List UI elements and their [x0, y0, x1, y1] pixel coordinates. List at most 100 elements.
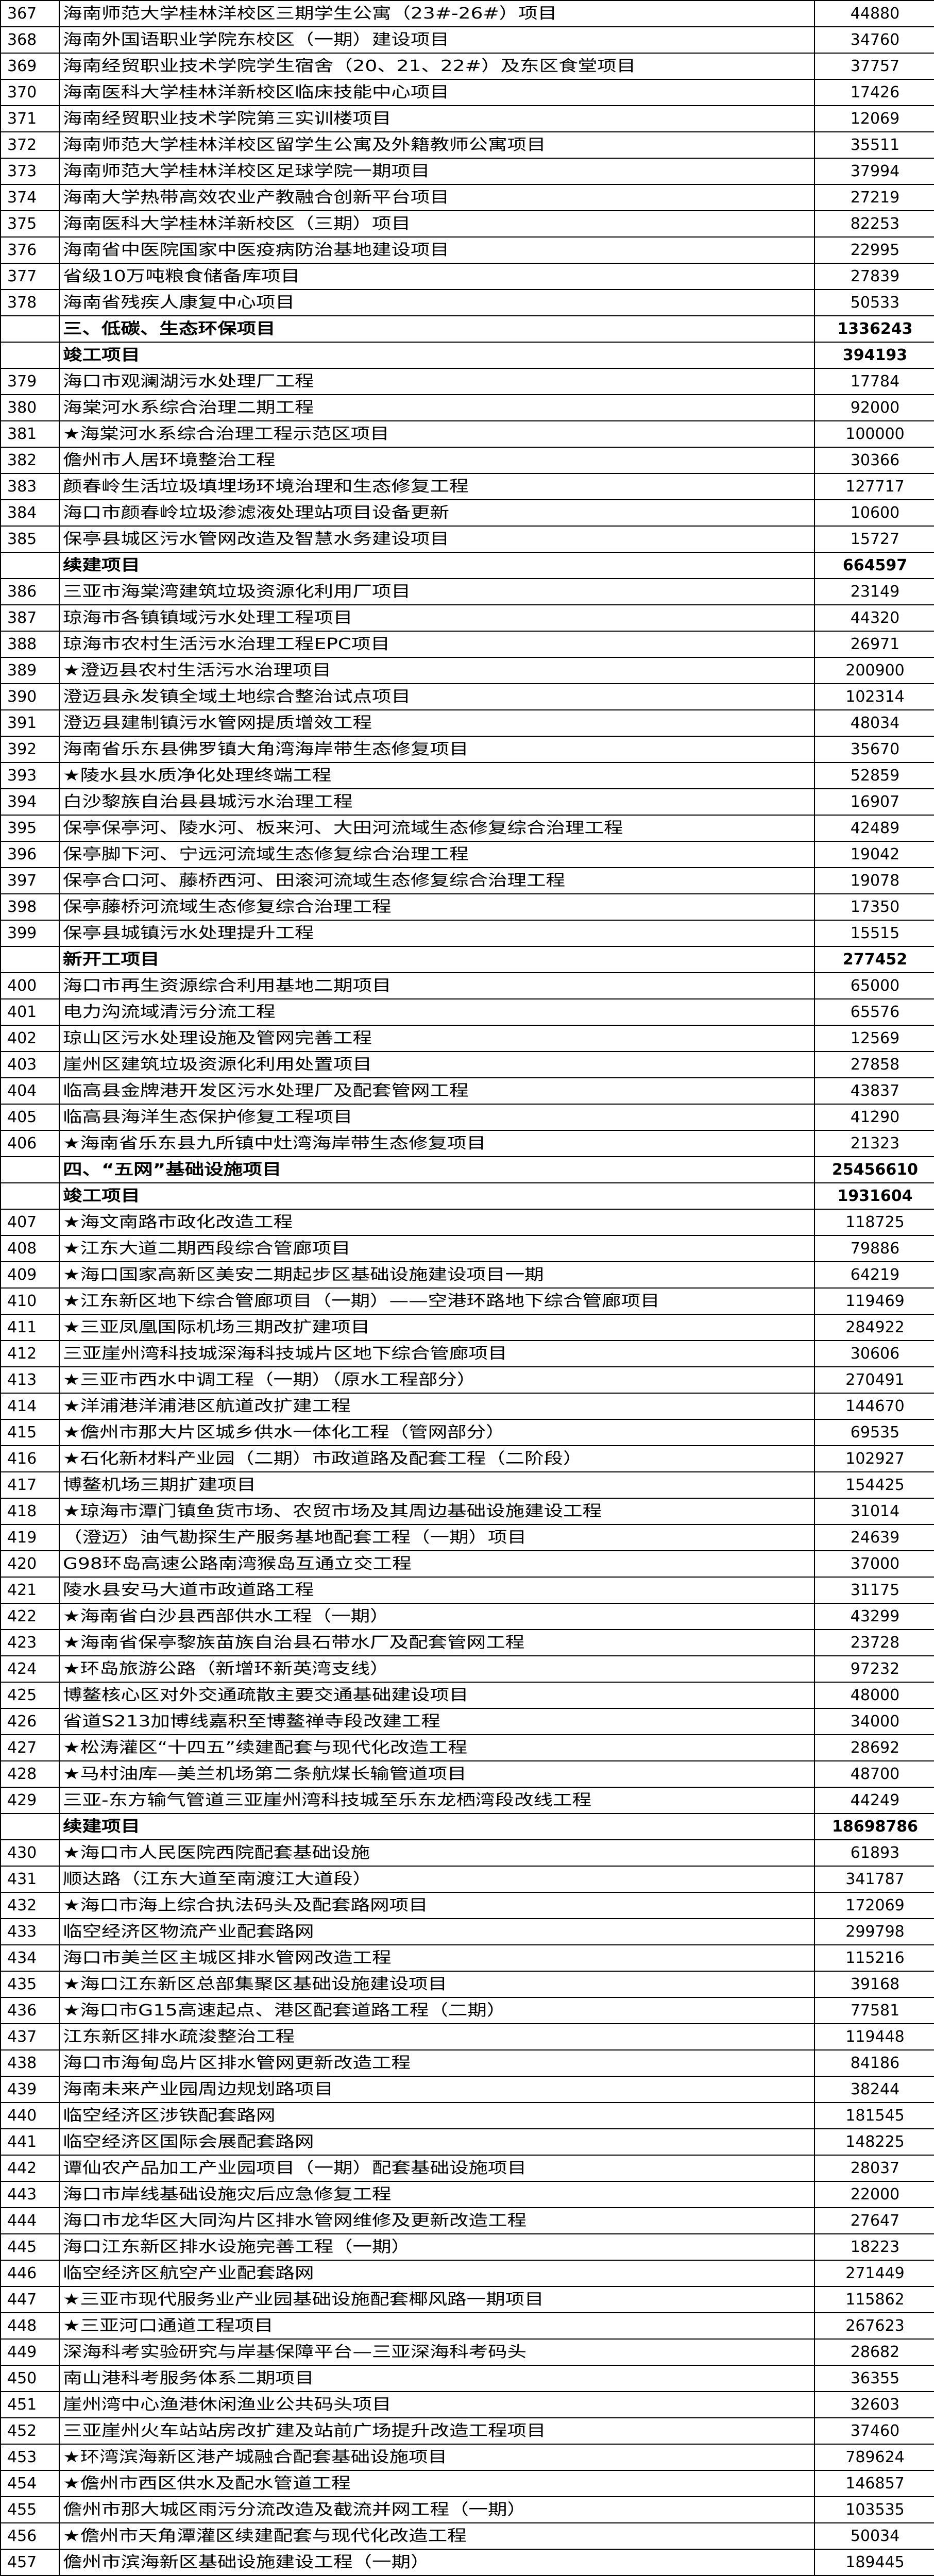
- row-number-cell: 442: [0, 2155, 60, 2182]
- row-number: 378: [7, 294, 37, 312]
- row-number: 423: [7, 1634, 37, 1652]
- project-name: 博鳌核心区对外交通疏散主要交通基础建设项目: [63, 1686, 469, 1704]
- row-number: 434: [7, 1949, 37, 1967]
- investment-value-cell: 48000: [814, 1682, 934, 1709]
- row-number: 448: [7, 2317, 37, 2335]
- project-name-cell: G98环岛高速公路南湾猴岛互通立交工程: [59, 1550, 815, 1578]
- row-number-cell: 421: [0, 1577, 60, 1604]
- project-name-cell: 保亭藤桥河流域生态修复综合治理工程: [59, 893, 815, 921]
- investment-value-cell: 102314: [814, 683, 934, 710]
- project-name: 竣工项目: [63, 346, 140, 364]
- table-row: 453 ★环湾滨海新区港产城融合配套基础设施项目 789624: [0, 2444, 934, 2471]
- table-row: 377 省级10万吨粮食储备库项目 27839: [0, 263, 934, 290]
- investment-value-cell: 21323: [814, 1130, 934, 1157]
- project-name: ★洋浦港洋浦港区航道改扩建工程: [63, 1397, 351, 1415]
- row-number-cell: 378: [0, 289, 60, 316]
- investment-value: 28692: [850, 1739, 900, 1757]
- investment-value-cell: 394193: [814, 342, 934, 369]
- row-number: 430: [7, 1844, 37, 1862]
- table-row: 387 琼海市各镇镇域污水处理工程项目 44320: [0, 604, 934, 632]
- project-name: ★海口市海上综合执法码头及配套路网项目: [63, 1896, 428, 1914]
- investment-value-cell: 115862: [814, 2286, 934, 2313]
- row-number: 392: [7, 740, 37, 758]
- project-name-cell: 海南经贸职业技术学院学生宿舍（20、21、22#）及东区食堂项目: [59, 53, 815, 80]
- investment-value: 394193: [842, 346, 908, 364]
- row-number: 368: [7, 31, 37, 49]
- row-number: 413: [7, 1371, 37, 1389]
- project-name-cell: ★儋州市西区供水及配水管道工程: [59, 2470, 815, 2497]
- table-row: 372 海南师范大学桂林洋校区留学生公寓及外籍教师公寓项目 35511: [0, 131, 934, 159]
- row-number: 428: [7, 1765, 37, 1783]
- project-name-cell: 三亚崖州湾科技城深海科技城片区地下综合管廊项目: [59, 1340, 815, 1367]
- project-name-cell: 谭仙农产品加工产业园项目（一期）配套基础设施项目: [59, 2155, 815, 2182]
- investment-value: 48000: [850, 1686, 900, 1704]
- project-name-cell: 白沙黎族自治县县城污水治理工程: [59, 788, 815, 816]
- row-number: 398: [7, 898, 37, 916]
- row-number: 397: [7, 872, 37, 890]
- row-number-cell: 393: [0, 762, 60, 789]
- investment-value: 69535: [850, 1423, 900, 1442]
- table-row: 447 ★三亚市现代服务业产业园基础设施配套椰风路一期项目 115862: [0, 2286, 934, 2313]
- investment-value-cell: 48034: [814, 709, 934, 737]
- row-number: 388: [7, 635, 37, 653]
- investment-value: 97232: [850, 1660, 900, 1678]
- project-name: 海南外国语职业学院东校区（一期）建设项目: [63, 31, 449, 49]
- investment-value: 10600: [850, 504, 900, 522]
- investment-value: 18698786: [832, 1818, 918, 1836]
- project-name-cell: ★海棠河水系综合治理工程示范区项目: [59, 420, 815, 448]
- project-name: 博鳌机场三期扩建项目: [63, 1476, 256, 1494]
- project-name-cell: ★琼海市潭门镇鱼货市场、农贸市场及其周边基础设施建设工程: [59, 1498, 815, 1525]
- investment-value-cell: 27219: [814, 184, 934, 211]
- table-row: 410 ★江东新区地下综合管廊项目（一期）——空港环路地下综合管廊项目 119469: [0, 1287, 934, 1315]
- project-name-cell: 临空经济区航空产业配套路网: [59, 2260, 815, 2287]
- project-name-cell: 三亚崖州火车站站房改扩建及站前广场提升改造工程项目: [59, 2417, 815, 2445]
- table-row: 432 ★海口市海上综合执法码头及配套路网项目 172069: [0, 1892, 934, 1919]
- row-number: 417: [7, 1476, 37, 1494]
- investment-value: 189445: [845, 2553, 905, 2571]
- row-number-cell: 428: [0, 1760, 60, 1788]
- table-row: 404 临高县金牌港开发区污水处理厂及配套管网工程 43837: [0, 1077, 934, 1105]
- table-row: 380 海棠河水系综合治理二期工程 92000: [0, 394, 934, 421]
- table-row: 427 ★松涛灌区“十四五”续建配套与现代化改造工程 28692: [0, 1734, 934, 1761]
- investment-value-cell: 26971: [814, 631, 934, 658]
- table-row: 371 海南经贸职业技术学院第三实训楼项目 12069: [0, 105, 934, 132]
- table-row: 382 儋州市人居环境整治工程 30366: [0, 447, 934, 474]
- row-number: 421: [7, 1581, 37, 1599]
- row-number: 415: [7, 1423, 37, 1442]
- investment-value: 42489: [850, 819, 900, 837]
- row-number: 406: [7, 1134, 37, 1153]
- investment-value-cell: 35670: [814, 736, 934, 763]
- table-row: 430 ★海口市人民医院西院配套基础设施 61893: [0, 1839, 934, 1867]
- project-name: ★三亚市现代服务业产业园基础设施配套椰风路一期项目: [63, 2291, 544, 2309]
- investment-value: 102927: [845, 1450, 905, 1468]
- row-number: 455: [7, 2501, 37, 2519]
- row-number-cell: 415: [0, 1419, 60, 1446]
- investment-value-cell: 18698786: [814, 1813, 934, 1840]
- project-name: ★澄迈县农村生活污水治理项目: [63, 662, 332, 680]
- table-row: 439 海南未来产业园周边规划路项目 38244: [0, 2076, 934, 2103]
- project-name: 琼山区污水处理设施及管网完善工程: [63, 1029, 372, 1047]
- row-number-cell: 447: [0, 2286, 60, 2313]
- row-number-cell: 452: [0, 2417, 60, 2445]
- row-number-cell: 413: [0, 1366, 60, 1394]
- project-name: 省级10万吨粮食储备库项目: [63, 267, 300, 285]
- row-number-cell: 397: [0, 867, 60, 894]
- row-number-cell: 417: [0, 1471, 60, 1499]
- project-name: 澄迈县永发镇全域土地综合整治试点项目: [63, 688, 411, 706]
- project-name-cell: 保亭县城区污水管网改造及智慧水务建设项目: [59, 526, 815, 553]
- table-row: 419 （澄迈）油气勘探生产服务基地配套工程（一期）项目 24639: [0, 1524, 934, 1551]
- investment-value-cell: 341787: [814, 1866, 934, 1893]
- row-number: 427: [7, 1739, 37, 1757]
- project-name-cell: 海口市观澜湖污水处理厂工程: [59, 368, 815, 395]
- investment-value: 148225: [845, 2133, 905, 2151]
- row-number: 433: [7, 1923, 37, 1941]
- investment-value-cell: 82253: [814, 210, 934, 238]
- project-name-cell: 保亭县城镇污水处理提升工程: [59, 920, 815, 947]
- row-number-cell: 443: [0, 2181, 60, 2208]
- project-name-cell: ★环岛旅游公路（新增环新英湾支线）: [59, 1655, 815, 1683]
- row-number-cell: 374: [0, 184, 60, 211]
- investment-value-cell: 23149: [814, 578, 934, 605]
- investment-value: 36355: [850, 2369, 900, 2387]
- table-row: 407 ★海文南路市政化改造工程 118725: [0, 1209, 934, 1236]
- investment-value: 22000: [850, 2185, 900, 2204]
